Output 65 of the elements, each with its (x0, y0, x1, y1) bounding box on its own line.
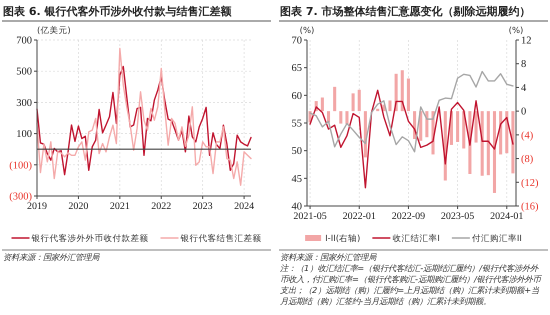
y2-tick-label: (12) (521, 178, 539, 189)
bar (333, 86, 336, 112)
x-tick-label: 2021-05 (293, 211, 327, 222)
legend-label: 收汇结汇率I (392, 233, 440, 244)
y-tick-label: 55 (292, 118, 302, 130)
bar (492, 111, 496, 193)
bar (388, 100, 392, 112)
y-tick-label: 700 (16, 36, 32, 46)
y-axis-title: (亿美元) (37, 25, 71, 36)
line-series (36, 48, 252, 186)
chart-title: 图表 6. 银行代客外币涉外收付款与结售汇差额 (3, 5, 232, 18)
y-tick-label: 45 (292, 174, 302, 185)
bar (486, 111, 490, 176)
y2-tick-label: (16) (521, 202, 539, 212)
x-tick-label: 2024-01 (490, 211, 524, 222)
bar (358, 90, 361, 112)
legend-label: 付汇购汇率II (472, 233, 522, 244)
chart-title: 图表 7. 市场整体结售汇意愿变化（剔除远期履约） (280, 5, 530, 18)
line-series (36, 66, 252, 176)
bar (345, 111, 348, 124)
bar (456, 111, 460, 142)
line-series (309, 70, 514, 152)
y2-tick-label: 0 (521, 106, 526, 118)
text: 注：（1）收汇结汇率=（银行代客结汇-远期结汇履约）/银行代客涉外外币收入，付汇购汇率=（银行代客购汇-远期购汇履约）/银行代客涉外外币支出；（2）远期结（购）汇履约=上月远期结（购）汇累计未到期额+当月远期结（购）汇签约-当月远期结（购）汇累计未到期额。 (280, 263, 543, 306)
text: 资料来源：国家外汇管理局 (280, 252, 377, 262)
bar (505, 111, 508, 154)
x-tick-label: 2023 (192, 201, 213, 212)
y2-tick-label: (8) (521, 154, 534, 166)
x-tick-label: 2022-09 (392, 211, 426, 222)
y2-axis-title: (%) (508, 26, 524, 36)
y2-tick-label: 8 (521, 59, 526, 70)
text: 资料来源：国家外汇管理局 (3, 252, 100, 262)
x-tick-label: 2022-01 (342, 211, 376, 222)
x-tick-label: 2021 (110, 201, 130, 212)
y2-tick-label: 4 (521, 82, 527, 94)
x-tick-label: 2023-05 (440, 211, 474, 222)
y-tick-label: (100) (9, 160, 32, 172)
bar (339, 111, 342, 124)
y-axis-title: (%) (300, 26, 314, 36)
y-tick-label: 50 (292, 146, 302, 158)
bar (511, 111, 514, 174)
x-tick-label: 2024 (234, 201, 254, 212)
y-tick-label: 70 (292, 36, 302, 46)
y-tick-label: 500 (16, 66, 32, 78)
x-tick-label: 2019 (27, 201, 47, 212)
y-tick-label: 65 (292, 63, 302, 74)
legend-label: 银行代客涉外外币收付款差额 (30, 233, 148, 244)
legend-label: I-II(右轴) (325, 233, 360, 244)
bar (406, 78, 410, 112)
y-tick-label: 100 (16, 129, 32, 140)
bar (352, 93, 355, 112)
y2-tick-label: 12 (521, 36, 532, 46)
y2-tick-label: (4) (521, 130, 534, 142)
line-series (309, 90, 514, 188)
y-tick-label: 300 (16, 98, 32, 109)
y-tick-label: (300) (9, 192, 32, 202)
x-tick-label: 2020 (68, 201, 88, 212)
y-tick-label: 60 (292, 90, 302, 102)
bar (400, 70, 404, 112)
x-tick-label: 2022 (151, 201, 172, 212)
y-tick-label: 40 (292, 202, 302, 212)
legend-label: 银行代客结售汇差额 (180, 233, 262, 244)
bar (462, 111, 466, 148)
bar (474, 111, 478, 143)
bar (320, 98, 324, 112)
